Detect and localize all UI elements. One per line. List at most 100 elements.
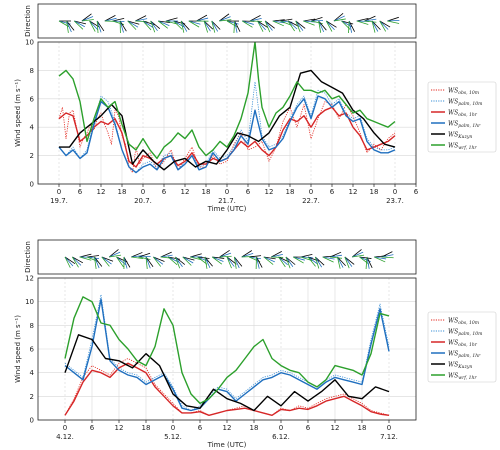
direction-arrow <box>94 256 97 269</box>
direction-arrow <box>66 20 75 31</box>
direction-arrow <box>135 18 148 22</box>
x-tick-label: 0 <box>387 424 391 432</box>
direction-arrow <box>272 20 284 27</box>
direction-arrow <box>379 20 391 28</box>
x-tick-label: 0 <box>225 188 229 196</box>
series-line-ws-wrf-1hr <box>58 42 396 160</box>
y-tick-label: 4 <box>30 124 35 132</box>
direction-arrow <box>145 256 148 269</box>
direction-arrow <box>81 19 94 22</box>
direction-arrow <box>219 13 230 22</box>
direction-arrow <box>131 256 144 259</box>
direction-arrow <box>226 20 239 25</box>
direction-arrow <box>87 255 100 258</box>
direction-arrow <box>226 256 237 265</box>
direction-arrow <box>145 256 154 267</box>
direction-arrow <box>180 20 190 31</box>
direction-arrow <box>188 20 200 28</box>
direction-arrow <box>79 253 92 258</box>
direction-arrow <box>344 256 350 269</box>
direction-arrow <box>257 20 266 31</box>
direction-arrow <box>109 251 121 258</box>
day-label: 22.7. <box>302 197 320 205</box>
direction-arrow <box>381 254 394 258</box>
direction-arrow <box>211 20 221 30</box>
direction-arrow <box>387 19 400 22</box>
y-tick-label: 10 <box>25 39 34 47</box>
direction-arrow <box>387 20 400 24</box>
direction-arrow <box>272 19 285 22</box>
direction-arrow <box>89 20 99 31</box>
x-tick-label: 6 <box>246 188 251 196</box>
direction-arrow <box>287 20 299 27</box>
direction-arrow <box>226 256 235 267</box>
direction-arrow <box>242 20 254 25</box>
direction-arrow <box>329 251 342 258</box>
direction-arrow <box>94 256 103 267</box>
direction-arrow <box>263 256 275 263</box>
direction-arrow <box>211 20 219 32</box>
direction-arrow <box>249 255 262 258</box>
y-tick-label: 2 <box>30 393 34 401</box>
direction-arrow <box>72 256 79 268</box>
direction-arrow <box>325 20 335 30</box>
y-tick-label: 8 <box>30 322 34 330</box>
direction-arrow <box>203 20 211 32</box>
direction-arrow <box>371 20 379 32</box>
direction-arrow <box>333 18 346 22</box>
direction-arrow <box>142 20 152 31</box>
direction-arrow <box>270 251 282 258</box>
direction-arrow <box>104 15 116 22</box>
direction-frame <box>37 239 417 275</box>
y-tick-label: 0 <box>30 181 34 189</box>
direction-arrow <box>72 256 82 266</box>
direction-arrow <box>127 20 140 25</box>
direction-arrow <box>180 20 185 33</box>
direction-arrow <box>365 256 368 269</box>
direction-arrow <box>359 256 372 259</box>
direction-arrow <box>89 20 96 32</box>
direction-arrow <box>278 256 288 266</box>
direction-arrow <box>264 20 273 31</box>
direction-arrow <box>278 256 286 268</box>
direction-arrow <box>175 256 183 267</box>
direction-arrow <box>203 20 214 30</box>
direction-arrow <box>190 253 202 258</box>
direction-arrow <box>173 20 183 30</box>
direction-arrow <box>109 254 122 258</box>
direction-arrow <box>348 20 355 32</box>
direction-arrow <box>249 256 262 260</box>
y-tick-label: 6 <box>30 95 35 103</box>
x-tick-label: 6 <box>78 188 83 196</box>
direction-axis-label: Direction <box>24 241 32 273</box>
direction-arrow <box>204 256 208 269</box>
direction-arrow <box>196 17 209 22</box>
direction-arrow <box>219 252 232 258</box>
direction-arrow <box>96 20 105 32</box>
direction-arrow <box>175 256 186 265</box>
direction-arrow <box>333 12 344 22</box>
direction-arrow <box>153 256 165 262</box>
direction-arrow <box>197 256 210 259</box>
direction-axis-label: Direction <box>24 5 32 37</box>
direction-arrow <box>285 256 296 265</box>
direction-arrow <box>196 14 208 22</box>
direction-arrow <box>326 20 337 28</box>
series-line-ws-kuzyn <box>59 69 396 171</box>
direction-arrow <box>352 251 364 258</box>
direction-arrow <box>211 20 216 33</box>
direction-arrow <box>79 256 92 261</box>
direction-arrow <box>379 20 387 32</box>
direction-arrow <box>66 20 72 33</box>
direction-arrow <box>182 256 195 261</box>
direction-arrow <box>371 20 376 33</box>
direction-arrow <box>374 256 387 260</box>
direction-arrow <box>87 256 100 260</box>
direction-arrow <box>190 256 202 261</box>
direction-arrow <box>131 255 144 258</box>
direction-arrow <box>264 20 275 29</box>
direction-arrow <box>89 20 100 28</box>
direction-arrow <box>263 256 274 265</box>
direction-arrow <box>135 15 147 22</box>
